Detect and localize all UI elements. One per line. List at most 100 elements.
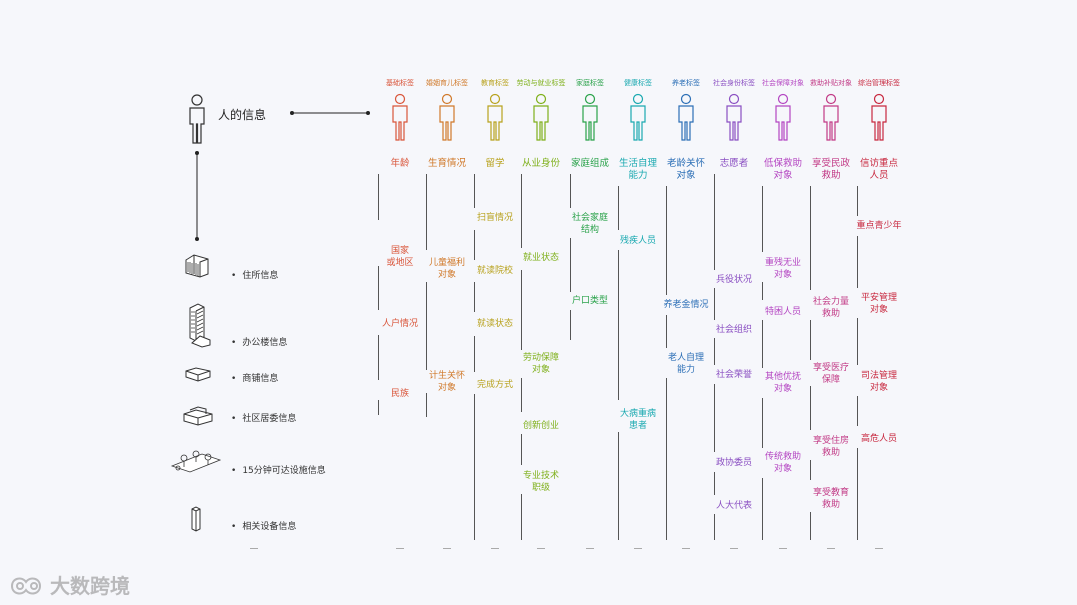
left-item-community: 社区居委信息 <box>231 411 296 424</box>
column-line <box>810 386 811 430</box>
category-label: 基础标签 <box>386 79 414 87</box>
tag-item: 特困人员 <box>764 307 801 317</box>
column-line <box>666 315 667 348</box>
category-label: 综治管理标签 <box>858 79 900 87</box>
column-line <box>521 434 522 465</box>
column-line <box>714 472 715 495</box>
tag-item: 大病重病 患者 <box>619 409 656 431</box>
tag-item: 就读院校 <box>476 266 513 276</box>
tag-item: 平安管理 对象 <box>860 293 897 315</box>
column-line <box>378 266 379 310</box>
person-figure-icon <box>435 93 459 143</box>
tag-item: 兵役状况 <box>715 275 752 285</box>
person-figure-icon <box>578 93 602 143</box>
person-figure-icon <box>867 93 891 143</box>
column-line <box>474 174 475 208</box>
tag-title: 低保救助 对象 <box>763 158 802 181</box>
column-line <box>762 282 763 300</box>
tag-item: 创新创业 <box>522 421 559 431</box>
tag-item: 社会力量 救助 <box>812 297 849 319</box>
tag-title: 生育情况 <box>427 158 466 169</box>
tag-item: 重点青少年 <box>856 221 902 231</box>
column-line <box>378 400 379 415</box>
person-figure-icon <box>529 93 553 143</box>
brand-name: 大数跨境 <box>50 574 130 598</box>
tag-item: 就读状态 <box>476 319 513 329</box>
column-end-dash <box>875 548 883 549</box>
column-line <box>714 288 715 320</box>
tag-item: 司法管理 对象 <box>860 371 897 393</box>
column-line <box>618 432 619 540</box>
left-item-shop: 商铺信息 <box>231 371 278 384</box>
category-label: 健康标签 <box>624 79 652 87</box>
tag-item: 完成方式 <box>476 380 513 390</box>
column-line <box>474 394 475 540</box>
connector-arrow <box>290 111 370 115</box>
tag-item: 劳动保障 对象 <box>522 353 559 375</box>
tag-item: 人户情况 <box>381 319 418 329</box>
column-line <box>474 282 475 312</box>
column-line <box>521 494 522 540</box>
column-line <box>714 174 715 270</box>
tag-title: 享受民政 救助 <box>811 158 850 181</box>
person-info-title: 人的信息 <box>218 108 267 122</box>
column-line <box>857 448 858 540</box>
column-line <box>521 174 522 248</box>
column-line <box>570 310 571 340</box>
community-committee-icon <box>183 406 213 426</box>
category-label: 养老标签 <box>672 79 700 87</box>
device-icon <box>191 506 201 532</box>
tag-item: 户口类型 <box>571 296 608 306</box>
tag-item: 老人自理 能力 <box>667 353 704 375</box>
tag-item: 重残无业 对象 <box>764 258 801 280</box>
column-end-dash <box>827 548 835 549</box>
tag-item: 养老金情况 <box>663 300 709 310</box>
column-line <box>426 282 427 370</box>
tag-item: 人大代表 <box>715 501 752 511</box>
column-line <box>426 174 427 250</box>
column-line <box>810 320 811 360</box>
column-line <box>474 230 475 260</box>
tag-item: 专业技术 职级 <box>522 471 559 493</box>
column-line <box>666 186 667 295</box>
category-label: 劳动与就业标签 <box>516 79 566 87</box>
person-figure-icon <box>483 93 507 143</box>
column-line <box>474 336 475 372</box>
column-line <box>714 514 715 540</box>
tag-item: 儿童福利 对象 <box>428 258 465 280</box>
facilities-icon <box>170 450 222 473</box>
column-end-dash <box>779 548 787 549</box>
column-end-dash <box>443 548 451 549</box>
column-line <box>810 186 811 290</box>
residence-building-icon <box>185 254 209 278</box>
column-end-dash <box>396 548 404 549</box>
tag-item: 残疾人员 <box>619 236 656 246</box>
person-figure-icon <box>819 93 843 143</box>
column-line <box>857 318 858 365</box>
column-end-dash <box>537 548 545 549</box>
person-figure-icon <box>771 93 795 143</box>
left-dash <box>250 548 258 549</box>
column-line <box>570 238 571 292</box>
tag-item: 享受教育 救助 <box>812 488 849 510</box>
tag-item: 享受住房 救助 <box>812 436 849 458</box>
column-line <box>378 335 379 380</box>
left-item-residence: 住所信息 <box>231 268 278 281</box>
column-line <box>618 250 619 400</box>
column-line <box>762 478 763 540</box>
category-label: 救助补贴对象 <box>810 79 852 87</box>
tag-item: 传统救助 对象 <box>764 452 801 474</box>
tag-title: 老龄关怀 对象 <box>666 158 705 181</box>
tag-item: 扫盲情况 <box>476 213 513 223</box>
tag-item: 计生关怀 对象 <box>428 371 465 393</box>
column-line <box>762 398 763 448</box>
tag-title: 生活自理 能力 <box>618 158 657 181</box>
column-line <box>857 236 858 288</box>
tag-item: 政协委员 <box>715 458 752 468</box>
column-end-dash <box>491 548 499 549</box>
left-item-office: 办公楼信息 <box>231 335 287 348</box>
person-figure-icon <box>722 93 746 143</box>
column-line <box>762 186 763 252</box>
person-figure-icon <box>388 93 412 143</box>
column-end-dash <box>730 548 738 549</box>
